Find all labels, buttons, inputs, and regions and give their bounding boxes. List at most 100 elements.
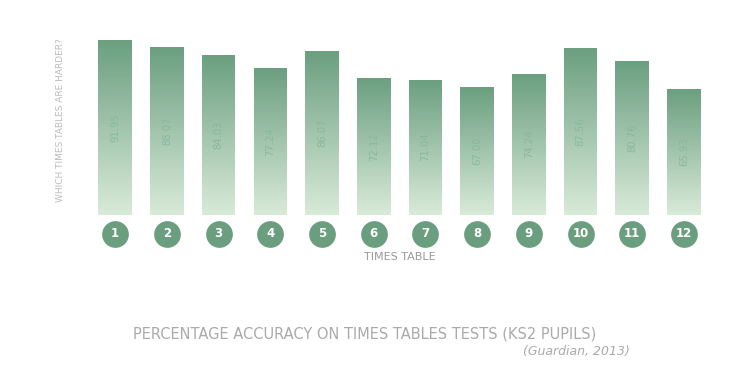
Bar [305, 110, 339, 111]
Bar [150, 64, 184, 65]
Bar [357, 150, 391, 151]
Bar [667, 125, 701, 126]
Bar [357, 148, 391, 149]
Bar [150, 61, 184, 62]
Bar [305, 144, 339, 145]
Bar [99, 98, 132, 99]
Bar [305, 128, 339, 130]
Bar [305, 76, 339, 77]
Bar [253, 176, 287, 177]
Bar [409, 195, 442, 196]
Bar [564, 168, 597, 169]
Bar [615, 144, 649, 145]
Bar [667, 202, 701, 203]
Bar [150, 153, 184, 154]
Bar [201, 111, 235, 112]
Bar [357, 85, 391, 86]
Bar [461, 137, 494, 138]
Bar [253, 189, 287, 190]
Bar [253, 125, 287, 126]
Bar [564, 50, 597, 51]
Bar [512, 105, 545, 107]
Bar [615, 69, 649, 70]
Bar [615, 128, 649, 129]
Bar [409, 98, 442, 99]
Bar [99, 153, 132, 154]
Bar [667, 181, 701, 182]
Bar [409, 84, 442, 85]
Bar [253, 177, 287, 178]
Bar [357, 141, 391, 142]
Bar [461, 128, 494, 129]
Bar [357, 142, 391, 143]
Bar [615, 91, 649, 92]
Bar [667, 195, 701, 196]
Bar [667, 143, 701, 144]
Bar [461, 116, 494, 117]
Bar [357, 212, 391, 213]
Bar [667, 207, 701, 208]
Bar [305, 57, 339, 58]
Bar [512, 132, 545, 133]
Bar [512, 116, 545, 117]
Bar [201, 114, 235, 115]
Bar [461, 102, 494, 103]
Bar [99, 113, 132, 115]
Bar [615, 101, 649, 102]
Bar [253, 124, 287, 125]
Bar [667, 177, 701, 178]
Bar [615, 78, 649, 80]
Bar [357, 118, 391, 119]
Bar [99, 196, 132, 197]
Bar [615, 162, 649, 164]
Bar [99, 71, 132, 73]
Bar [99, 148, 132, 150]
Bar [615, 138, 649, 139]
Bar [201, 214, 235, 215]
Bar [461, 203, 494, 204]
Bar [201, 124, 235, 125]
Bar [615, 175, 649, 176]
Bar [253, 140, 287, 141]
Bar [150, 54, 184, 55]
Bar [512, 93, 545, 94]
Bar [512, 162, 545, 163]
Bar [615, 148, 649, 149]
Bar [253, 71, 287, 72]
Bar [564, 91, 597, 92]
Bar [564, 179, 597, 180]
Bar [253, 203, 287, 204]
Bar [357, 84, 391, 85]
Bar [201, 80, 235, 81]
Bar [357, 92, 391, 93]
Bar [512, 164, 545, 165]
Bar [150, 127, 184, 128]
Bar [150, 107, 184, 108]
Bar [150, 124, 184, 126]
Bar [564, 72, 597, 73]
Bar [615, 97, 649, 98]
Bar [99, 48, 132, 49]
Bar [615, 204, 649, 205]
Bar [201, 122, 235, 123]
Bar [305, 161, 339, 162]
Bar [512, 170, 545, 172]
Bar [201, 112, 235, 114]
Bar [253, 78, 287, 80]
Bar [461, 130, 494, 131]
Bar [305, 148, 339, 149]
Bar [409, 105, 442, 106]
Bar [564, 99, 597, 100]
Text: 9: 9 [525, 227, 533, 240]
Bar [512, 142, 545, 143]
Bar [512, 147, 545, 148]
Bar [512, 148, 545, 149]
Bar [512, 134, 545, 135]
Bar [667, 108, 701, 110]
Bar [253, 121, 287, 122]
Bar [667, 171, 701, 172]
Bar [461, 142, 494, 143]
Bar [564, 196, 597, 197]
Bar [99, 168, 132, 169]
Bar [564, 144, 597, 145]
